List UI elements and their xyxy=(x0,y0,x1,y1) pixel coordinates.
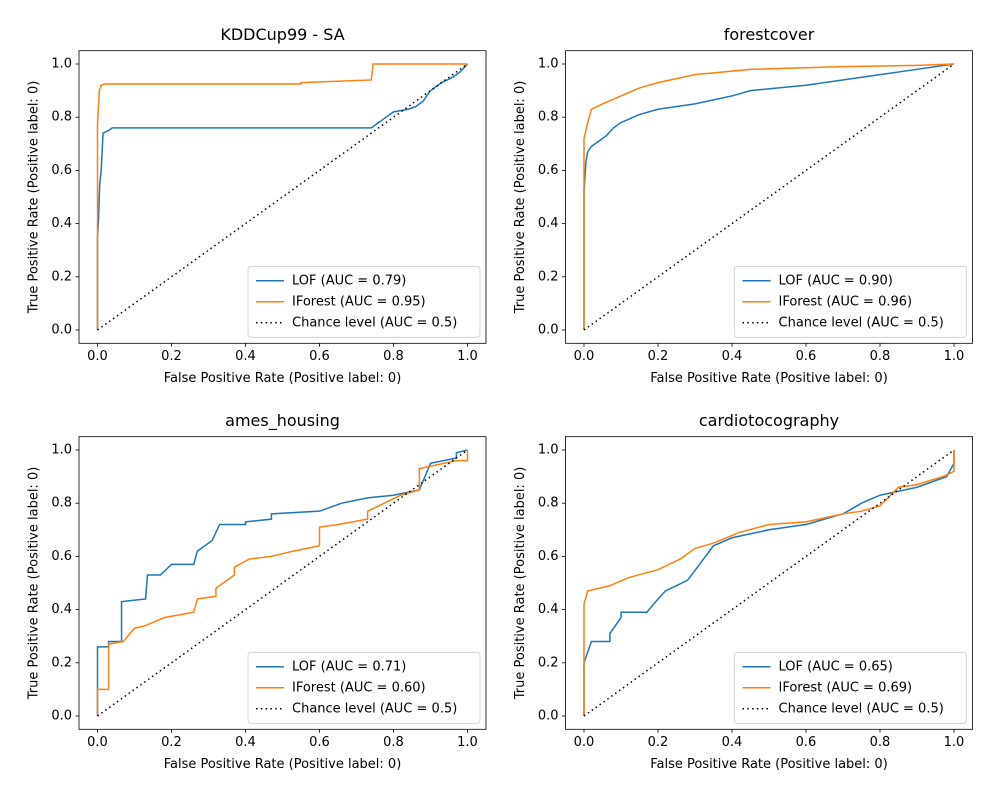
legend-label: LOF (AUC = 0.71) xyxy=(292,659,406,674)
x-tick-label: 0.4 xyxy=(235,349,256,364)
x-axis-label: False Positive Rate (Positive label: 0) xyxy=(650,371,888,386)
y-tick-label: 0.8 xyxy=(538,496,559,511)
y-tick-label: 1.0 xyxy=(538,443,559,458)
legend-box xyxy=(247,265,481,338)
roc-curve xyxy=(97,449,468,717)
legend-label: Chance level (AUC = 0.5) xyxy=(779,315,944,330)
legend-label: LOF (AUC = 0.90) xyxy=(779,273,893,288)
y-tick-label: 0.6 xyxy=(51,163,72,178)
axes-frame xyxy=(565,50,973,344)
roc-curve xyxy=(96,450,469,716)
chart-title: forestcover xyxy=(724,25,815,44)
chart-title: KDDCup99 - SA xyxy=(220,25,344,44)
subplot: 0.0 0.2 0.4 0.6 0.8 1.0 0.0 0.2 0.4 0.6 0.8 1.0 card… xyxy=(513,411,973,772)
x-axis-label: False Positive Rate (Positive label: 0) xyxy=(650,757,888,772)
x-tick-label: 1.0 xyxy=(457,735,478,750)
roc-curve xyxy=(583,450,955,716)
roc-curve xyxy=(96,63,469,330)
x-tick-label: 0.0 xyxy=(87,735,108,750)
y-tick-label: 0.0 xyxy=(51,709,72,724)
axes-frame xyxy=(78,50,487,344)
legend-box xyxy=(247,651,481,724)
x-tick-label: 0.6 xyxy=(796,349,817,364)
y-tick-label: 0.2 xyxy=(538,655,559,670)
legend-label: IForest (AUC = 0.60) xyxy=(292,680,426,695)
x-tick-label: 1.0 xyxy=(944,349,965,364)
legend-label: IForest (AUC = 0.95) xyxy=(292,294,426,309)
x-tick-label: 1.0 xyxy=(457,349,478,364)
y-tick-label: 0.4 xyxy=(538,216,559,231)
y-tick-label: 0.6 xyxy=(538,163,559,178)
roc-curve xyxy=(583,63,955,330)
x-tick-label: 0.0 xyxy=(574,349,595,364)
y-tick-label: 0.0 xyxy=(538,323,559,338)
roc-curve xyxy=(583,63,955,330)
x-tick-label: 0.8 xyxy=(383,349,404,364)
legend-box xyxy=(734,265,967,338)
subplot: 0.0 0.2 0.4 0.6 0.8 1.0 0.0 0.2 0.4 0.6 0.8 1.0 fore… xyxy=(513,25,973,386)
legend-label: LOF (AUC = 0.79) xyxy=(292,273,406,288)
x-tick-label: 0.2 xyxy=(161,349,182,364)
legend-label: Chance level (AUC = 0.5) xyxy=(292,315,457,330)
y-tick-label: 0.6 xyxy=(51,549,72,564)
x-axis-label: False Positive Rate (Positive label: 0) xyxy=(164,757,402,772)
y-tick-label: 0.0 xyxy=(538,709,559,724)
y-axis-label: True Positive Rate (Positive label: 0) xyxy=(27,81,42,315)
y-tick-label: 0.8 xyxy=(51,110,72,125)
roc-curve xyxy=(583,449,955,717)
subplot: 0.0 0.2 0.4 0.6 0.8 1.0 0.0 0.2 0.4 0.6 0.8 1.0 ames… xyxy=(27,411,487,772)
y-tick-label: 0.2 xyxy=(538,269,559,284)
x-tick-label: 0.4 xyxy=(722,735,743,750)
y-tick-label: 1.0 xyxy=(538,57,559,72)
axes-frame xyxy=(78,436,487,730)
roc-curve xyxy=(97,63,468,331)
y-tick-label: 0.4 xyxy=(51,216,72,231)
y-tick-label: 0.4 xyxy=(538,602,559,617)
legend-label: IForest (AUC = 0.69) xyxy=(779,680,913,695)
chart-title: cardiotocography xyxy=(699,411,839,430)
roc-curve xyxy=(583,63,955,331)
y-tick-label: 0.2 xyxy=(51,269,72,284)
y-axis-label: True Positive Rate (Positive label: 0) xyxy=(27,467,42,701)
y-tick-label: 0.4 xyxy=(51,602,72,617)
x-tick-label: 0.6 xyxy=(796,735,817,750)
y-tick-label: 0.6 xyxy=(538,549,559,564)
y-tick-label: 1.0 xyxy=(51,57,72,72)
y-tick-label: 0.0 xyxy=(51,323,72,338)
x-tick-label: 0.6 xyxy=(309,735,330,750)
y-tick-label: 0.8 xyxy=(51,496,72,511)
x-tick-label: 0.0 xyxy=(87,349,108,364)
chart-title: ames_housing xyxy=(225,411,340,431)
legend-label: Chance level (AUC = 0.5) xyxy=(292,701,457,716)
x-tick-label: 0.8 xyxy=(383,735,404,750)
x-tick-label: 0.2 xyxy=(648,349,669,364)
x-tick-label: 0.8 xyxy=(870,349,891,364)
roc-curve xyxy=(583,450,955,716)
legend-label: Chance level (AUC = 0.5) xyxy=(779,701,944,716)
x-tick-label: 0.2 xyxy=(648,735,669,750)
x-tick-label: 0.0 xyxy=(574,735,595,750)
legend-box xyxy=(734,651,967,724)
y-tick-label: 0.8 xyxy=(538,110,559,125)
x-axis-label: False Positive Rate (Positive label: 0) xyxy=(164,371,402,386)
y-tick-label: 1.0 xyxy=(51,443,72,458)
y-axis-label: True Positive Rate (Positive label: 0) xyxy=(513,81,528,315)
x-tick-label: 0.4 xyxy=(235,735,256,750)
x-tick-label: 1.0 xyxy=(944,735,965,750)
legend-label: IForest (AUC = 0.96) xyxy=(779,294,913,309)
x-tick-label: 0.8 xyxy=(870,735,891,750)
x-tick-label: 0.4 xyxy=(722,349,743,364)
axes-frame xyxy=(565,436,973,730)
roc-curve xyxy=(96,63,468,330)
subplot: 0.0 0.2 0.4 0.6 0.8 1.0 0.0 0.2 0.4 0.6 0.8 1.0 KDDC… xyxy=(27,25,487,386)
legend-label: LOF (AUC = 0.65) xyxy=(779,659,893,674)
x-tick-label: 0.2 xyxy=(161,735,182,750)
x-tick-label: 0.6 xyxy=(309,349,330,364)
y-tick-label: 0.2 xyxy=(51,655,72,670)
y-axis-label: True Positive Rate (Positive label: 0) xyxy=(513,467,528,701)
